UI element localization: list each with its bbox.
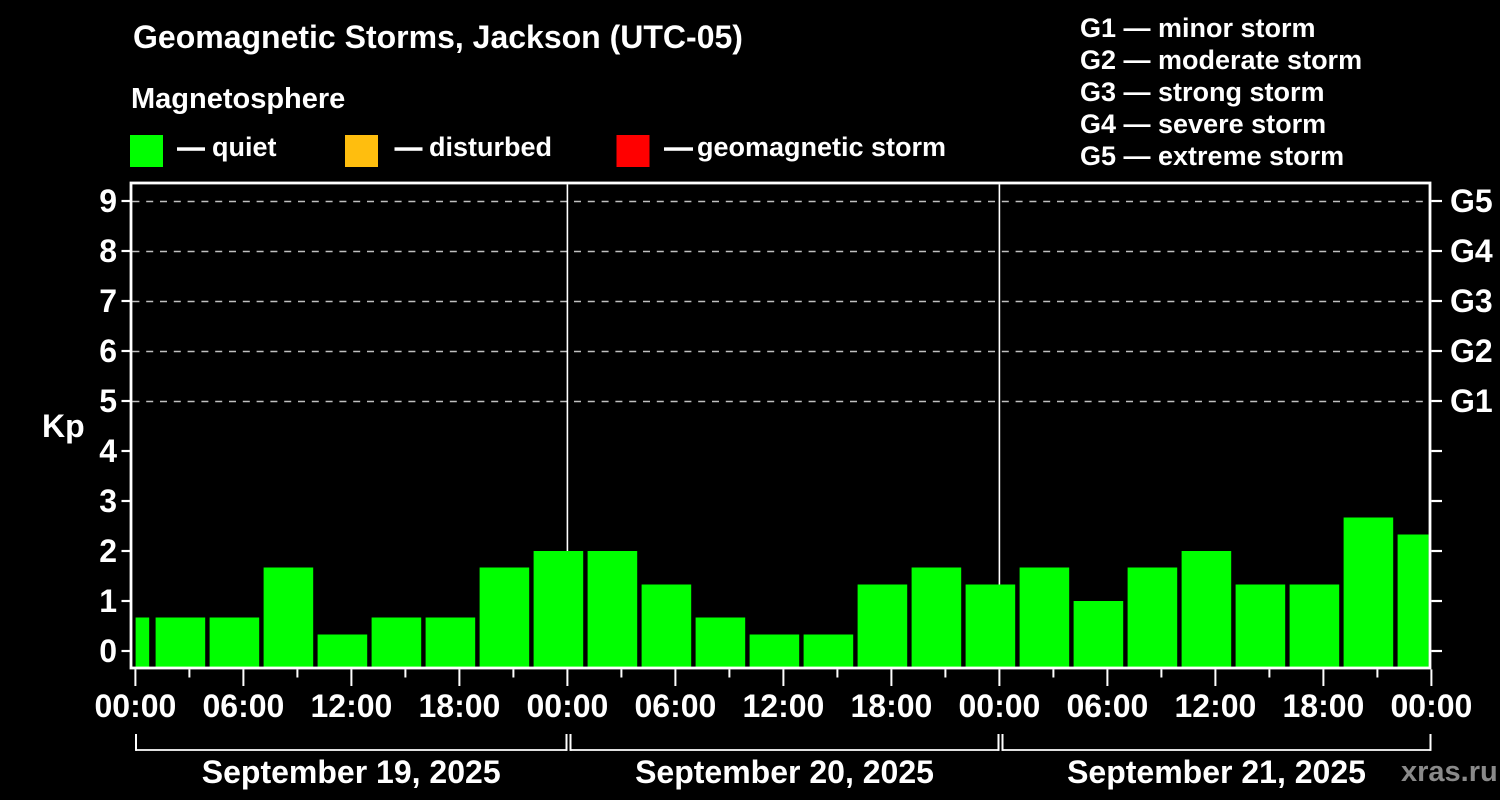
svg-text:geomagnetic storm: geomagnetic storm (697, 132, 946, 162)
svg-text:06:00: 06:00 (1066, 688, 1148, 724)
svg-text:00:00: 00:00 (1390, 688, 1472, 724)
svg-text:G4 — severe storm: G4 — severe storm (1080, 109, 1326, 139)
svg-text:G1: G1 (1450, 383, 1493, 419)
svg-text:G1 — minor storm: G1 — minor storm (1080, 13, 1316, 43)
svg-text:G5 — extreme storm: G5 — extreme storm (1080, 141, 1344, 171)
svg-text:9: 9 (99, 183, 117, 219)
svg-text:G3 — strong storm: G3 — strong storm (1080, 77, 1325, 107)
svg-text:1: 1 (99, 583, 117, 619)
svg-text:2: 2 (99, 533, 117, 569)
svg-text:disturbed: disturbed (429, 132, 552, 162)
svg-text:18:00: 18:00 (1282, 688, 1364, 724)
svg-text:6: 6 (99, 333, 117, 369)
svg-text:06:00: 06:00 (634, 688, 716, 724)
svg-text:quiet: quiet (212, 132, 277, 162)
svg-text:September 19, 2025: September 19, 2025 (202, 754, 501, 790)
svg-text:xras.ru: xras.ru (1401, 756, 1498, 788)
svg-text:00:00: 00:00 (526, 688, 608, 724)
svg-text:September 21, 2025: September 21, 2025 (1067, 754, 1366, 790)
svg-text:18:00: 18:00 (850, 688, 932, 724)
svg-text:12:00: 12:00 (742, 688, 824, 724)
svg-text:G2: G2 (1450, 333, 1493, 369)
svg-text:G4: G4 (1450, 233, 1493, 269)
svg-text:0: 0 (99, 633, 117, 669)
svg-text:5: 5 (99, 383, 117, 419)
svg-text:Magnetosphere: Magnetosphere (131, 83, 345, 115)
svg-text:18:00: 18:00 (418, 688, 500, 724)
svg-text:00:00: 00:00 (94, 688, 176, 724)
svg-text:3: 3 (99, 483, 117, 519)
svg-text:8: 8 (99, 233, 117, 269)
svg-text:12:00: 12:00 (310, 688, 392, 724)
svg-text:06:00: 06:00 (202, 688, 284, 724)
svg-text:7: 7 (99, 283, 117, 319)
svg-text:G3: G3 (1450, 283, 1493, 319)
svg-text:00:00: 00:00 (958, 688, 1040, 724)
svg-text:G5: G5 (1450, 183, 1493, 219)
svg-text:12:00: 12:00 (1174, 688, 1256, 724)
svg-text:4: 4 (99, 433, 117, 469)
svg-text:Geomagnetic Storms, Jackson (U: Geomagnetic Storms, Jackson (UTC-05) (133, 19, 743, 55)
svg-text:G2 — moderate storm: G2 — moderate storm (1080, 45, 1362, 75)
svg-text:September 20, 2025: September 20, 2025 (635, 754, 934, 790)
svg-text:Kp: Kp (42, 408, 85, 444)
